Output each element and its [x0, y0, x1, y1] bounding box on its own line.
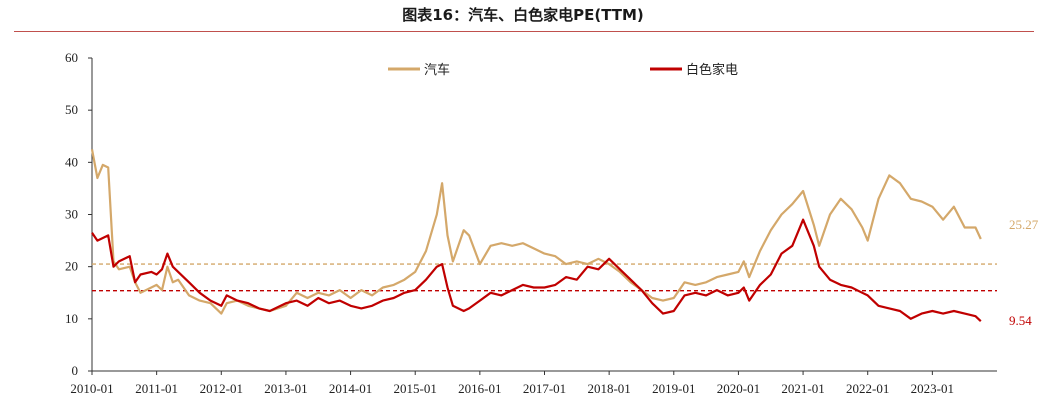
end-label-auto: 25.27 — [1009, 217, 1039, 232]
mean-lines-group — [92, 263, 997, 292]
x-tick-label: 2021-01 — [781, 381, 824, 396]
chart-title: 图表16：汽车、白色家电PE(TTM) — [402, 6, 644, 24]
y-tick-label: 20 — [65, 259, 78, 274]
series-line-auto — [90, 149, 982, 315]
x-tick-label: 2022-01 — [846, 381, 889, 396]
x-tick-label: 2020-01 — [717, 381, 760, 396]
y-tick-label: 40 — [65, 154, 78, 169]
y-tick-label: 0 — [72, 363, 79, 378]
x-tick-label: 2015-01 — [394, 381, 437, 396]
y-tick-label: 50 — [65, 102, 78, 117]
y-tick-label: 60 — [65, 50, 78, 65]
legend-label-appliance: 白色家电 — [686, 62, 738, 78]
x-tick-label: 2012-01 — [200, 381, 243, 396]
y-tick-label: 30 — [65, 207, 78, 222]
x-tick-label: 2014-01 — [329, 381, 372, 396]
axes-group: 0 10 20 30 40 50 60 2010-01 2011-01 2012-01 2013-0… — [65, 50, 997, 396]
x-tick-label: 2016-01 — [458, 381, 501, 396]
x-tick-label: 2013-01 — [264, 381, 307, 396]
x-tick-label: 2018-01 — [587, 381, 630, 396]
series-line-appliance — [91, 218, 982, 323]
legend-label-auto: 汽车 — [424, 62, 450, 78]
y-tick-label: 10 — [65, 311, 78, 326]
end-labels-group: 25.27 9.54 — [1009, 217, 1039, 328]
x-tick-label: 2023-01 — [911, 381, 954, 396]
series-lines-group — [90, 149, 982, 323]
end-label-appliance: 9.54 — [1009, 313, 1032, 328]
x-tick-label: 2019-01 — [652, 381, 695, 396]
x-tick-label: 2011-01 — [135, 381, 178, 396]
x-tick-label: 2017-01 — [523, 381, 566, 396]
title-divider — [14, 31, 1034, 32]
x-tick-label: 2010-01 — [70, 381, 113, 396]
legend: 汽车 白色家电 — [388, 62, 738, 78]
